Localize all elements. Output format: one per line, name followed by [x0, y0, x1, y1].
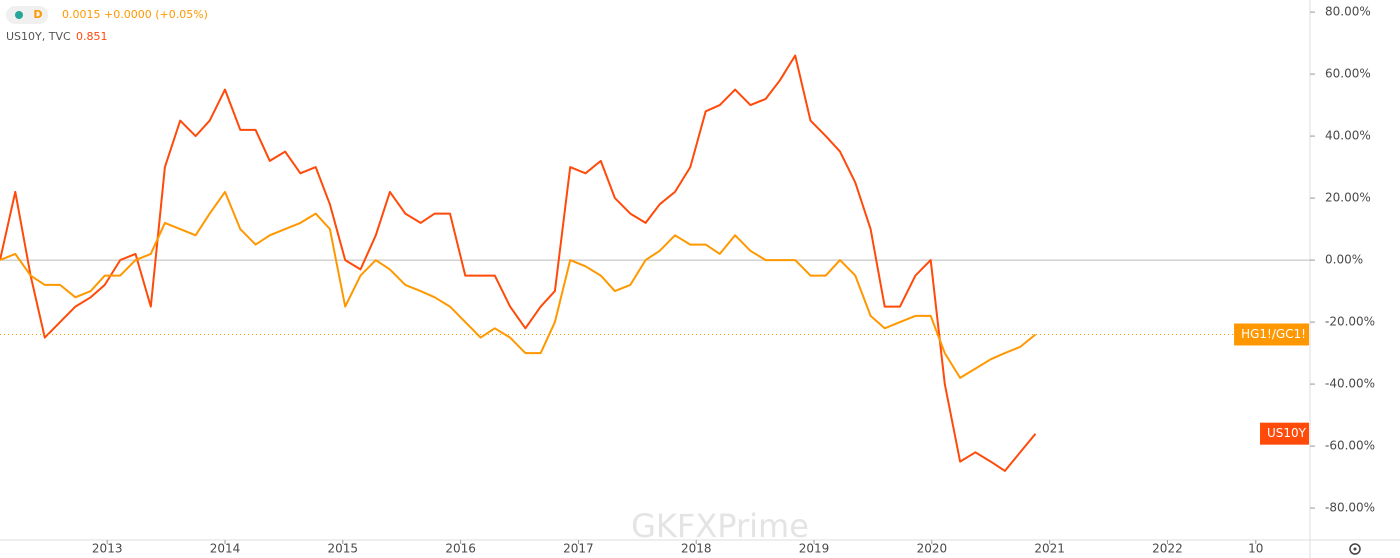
series-tag-label: HG1!/GC1! [1241, 327, 1306, 341]
x-tick-label: 2019 [799, 542, 830, 556]
symbol[interactable]: US10Y, TVC [6, 30, 71, 43]
interval-pill[interactable] [6, 6, 48, 24]
y-tick-label: 20.00% [1325, 191, 1371, 205]
x-tick-label: 2021 [1034, 542, 1065, 556]
x-tick-label: 2022 [1152, 542, 1183, 556]
y-tick-label: -60.00% [1325, 439, 1375, 453]
y-tick-label: 80.00% [1325, 5, 1371, 19]
series-tag-label: US10Y [1267, 426, 1307, 440]
y-tick-label: -40.00% [1325, 377, 1375, 391]
x-tick-label: 2016 [445, 542, 476, 556]
y-tick-label: 60.00% [1325, 67, 1371, 81]
x-tick-label: 2014 [210, 542, 241, 556]
y-tick-label: -20.00% [1325, 315, 1375, 329]
quote: 0.0015 +0.0000 (+0.05%) [62, 8, 208, 21]
series-tag-box [1234, 323, 1309, 346]
x-tick-label: 10 [1248, 542, 1263, 556]
series-tag-box [1260, 422, 1309, 445]
series-tag: US10Y [1260, 422, 1309, 445]
y-tick-label: 0.00% [1325, 253, 1363, 267]
series-tag: HG1!/GC1! [1234, 323, 1309, 346]
status-dot [15, 11, 23, 19]
settings-icon[interactable] [1349, 543, 1361, 555]
y-tick-label: -80.00% [1325, 501, 1375, 515]
watermark: GKFXPrime [631, 507, 809, 545]
symbol-value: 0.851 [76, 30, 108, 43]
x-tick-label: 2020 [917, 542, 948, 556]
y-tick-label: 40.00% [1325, 129, 1371, 143]
interval[interactable]: D [33, 8, 42, 21]
x-tick-label: 2018 [681, 542, 712, 556]
x-tick-label: 2013 [92, 542, 123, 556]
series-line [0, 190, 1037, 379]
x-tick-label: 2017 [563, 542, 594, 556]
x-tick-label: 2015 [328, 542, 359, 556]
series-line [0, 54, 1037, 472]
